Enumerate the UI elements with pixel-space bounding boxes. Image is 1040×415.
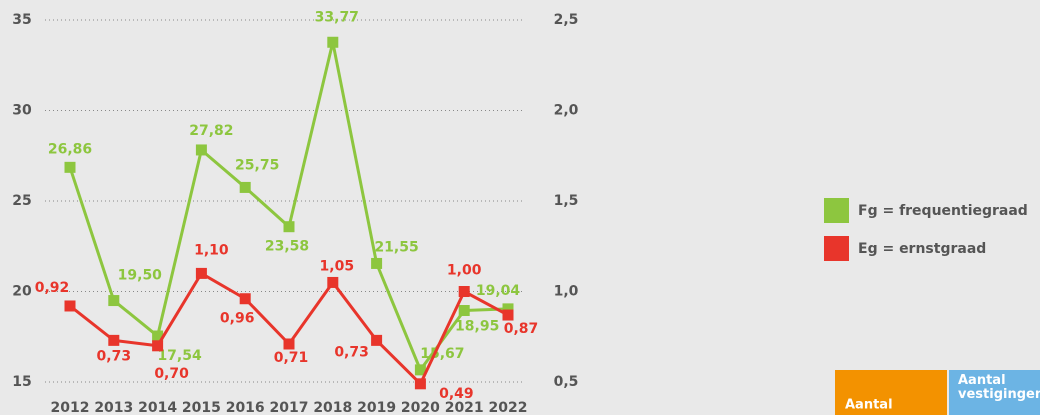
- data-label: 0,96: [220, 311, 255, 327]
- data-label: 19,50: [118, 268, 163, 284]
- x-tick-label: 2013: [94, 400, 133, 415]
- table-header-cell: [949, 370, 1040, 415]
- x-tick-label: 2015: [182, 400, 221, 415]
- point-marker: [239, 293, 251, 305]
- y2-tick-label: 1,5: [554, 193, 579, 209]
- point-marker: [327, 36, 339, 48]
- data-label: 21,55: [374, 239, 418, 255]
- y-tick-label: 20: [12, 284, 32, 300]
- series-line: [69, 271, 509, 386]
- x-tick-label: 2012: [51, 400, 90, 415]
- point-marker: [152, 330, 164, 342]
- point-marker: [239, 181, 251, 193]
- y2-tick-label: 2,0: [554, 103, 579, 119]
- series-line: [68, 40, 509, 372]
- legend-label: Eg = ernstgraad: [858, 241, 986, 257]
- table-header: Aantal vestigingen: [958, 374, 1040, 402]
- data-label: 1,10: [194, 242, 229, 258]
- x-tick-label: 2018: [313, 400, 352, 415]
- table-header: Aantal: [845, 398, 893, 413]
- point-marker: [108, 334, 120, 346]
- y-tick-label: 35: [12, 12, 31, 28]
- data-label: 0,49: [439, 386, 474, 402]
- legend-swatch: [824, 236, 849, 261]
- point-marker: [64, 300, 76, 312]
- x-tick-label: 2022: [489, 400, 528, 415]
- data-label: 0,92: [35, 280, 70, 296]
- legend-swatch: [824, 198, 849, 223]
- data-label: 26,86: [48, 141, 92, 157]
- data-label: 0,70: [154, 366, 189, 382]
- x-tick-label: 2016: [226, 400, 265, 415]
- point-marker: [414, 364, 426, 376]
- data-label: 1,05: [320, 258, 355, 274]
- y2-tick-label: 0,5: [554, 374, 579, 390]
- data-label: 25,75: [235, 157, 279, 173]
- data-label: 33,77: [315, 9, 359, 25]
- point-marker: [502, 309, 514, 321]
- data-label: 19,04: [476, 283, 521, 299]
- point-marker: [283, 338, 295, 350]
- data-label: 17,54: [157, 348, 202, 364]
- point-marker: [195, 267, 207, 279]
- y-tick-label: 15: [12, 374, 31, 390]
- x-tick-label: 2017: [270, 400, 309, 415]
- data-label: 0,87: [504, 321, 539, 337]
- x-tick-label: 2014: [138, 400, 177, 415]
- data-label: 0,71: [274, 350, 309, 366]
- y-tick-label: 25: [12, 193, 31, 209]
- point-marker: [502, 303, 514, 315]
- point-marker: [108, 295, 120, 307]
- data-label: 0,73: [97, 348, 132, 364]
- data-label: 23,58: [265, 239, 309, 255]
- point-marker: [414, 378, 426, 390]
- data-label: 15,67: [420, 346, 464, 362]
- point-marker: [458, 286, 470, 297]
- data-label: 27,82: [189, 123, 233, 139]
- point-marker: [152, 340, 164, 352]
- data-label: 18,95: [455, 319, 499, 335]
- point-marker: [371, 257, 383, 269]
- y2-tick-label: 1,0: [554, 284, 579, 300]
- y2-tick-label: 2,5: [554, 12, 579, 28]
- x-tick-label: 2019: [357, 400, 396, 415]
- point-marker: [371, 334, 383, 346]
- x-tick-label: 2020: [401, 400, 440, 415]
- table-header-cell: [835, 370, 947, 415]
- legend-label: Fg = frequentiegraad: [858, 203, 1028, 219]
- table-header-wrap: Aantal vestigingen: [958, 374, 1040, 402]
- y-tick-label: 30: [12, 103, 32, 119]
- point-marker: [64, 161, 76, 173]
- data-label: 1,00: [447, 263, 482, 279]
- point-marker: [195, 144, 207, 156]
- point-marker: [327, 276, 339, 288]
- data-label: 0,73: [334, 344, 369, 360]
- point-marker: [283, 221, 295, 233]
- x-tick-label: 2021: [445, 400, 484, 415]
- point-marker: [458, 305, 470, 317]
